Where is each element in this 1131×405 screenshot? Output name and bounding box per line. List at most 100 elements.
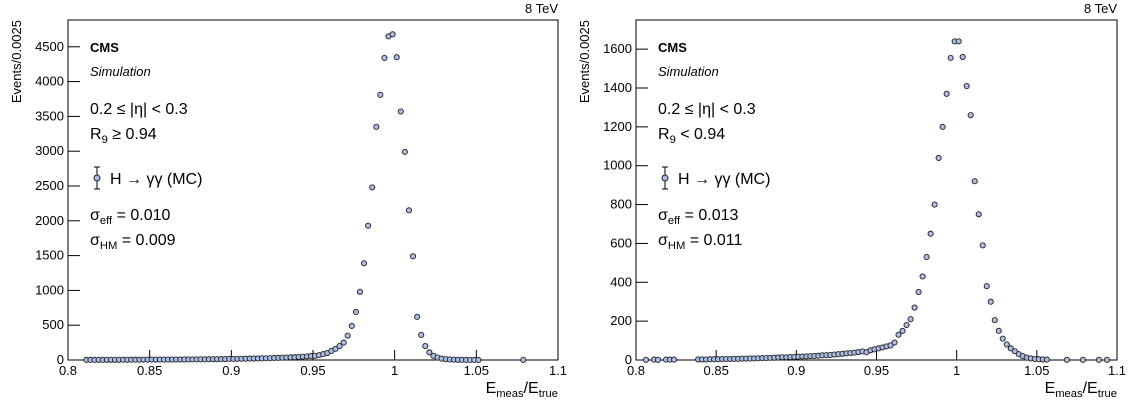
data-point (369, 184, 376, 191)
text-segment: 9 (102, 134, 108, 146)
y-tick-label: 1200 (603, 119, 632, 134)
data-point (401, 148, 408, 155)
text-segment: true (539, 388, 558, 400)
x-tick-label: 0.8 (627, 363, 645, 378)
y-tick-label: 4000 (35, 74, 64, 89)
text-segment: HM (668, 240, 685, 252)
data-point (642, 356, 650, 363)
data-point (352, 308, 359, 316)
x-tick-label: 0.9 (222, 363, 240, 378)
data-point (422, 343, 429, 350)
x-tick-label: 0.8 (59, 363, 77, 378)
data-point (891, 339, 898, 346)
annotation: σHM = 0.011 (658, 232, 742, 252)
data-point (365, 222, 372, 229)
y-tick-label: 3500 (35, 108, 64, 123)
data-point (927, 230, 934, 237)
x-tick-label: 1.1 (1108, 363, 1126, 378)
y-tick-label: 600 (610, 235, 632, 250)
text-segment: eff (100, 215, 113, 227)
y-tick-label: 400 (610, 274, 632, 289)
data-point (915, 288, 922, 296)
text-segment: σ (658, 207, 668, 224)
energy-label: 8 TeV (1084, 1, 1117, 16)
data-point (983, 283, 990, 290)
annotation: R9 < 0.94 (658, 126, 725, 146)
text-segment: = 0.013 (680, 207, 738, 224)
data-point (389, 31, 396, 38)
data-point (332, 345, 339, 352)
experiment-label: CMS (90, 40, 119, 55)
data-point (409, 253, 417, 260)
data-point (426, 349, 433, 356)
data-point (1095, 356, 1103, 363)
data-point (393, 54, 400, 61)
data-point (373, 123, 380, 130)
data-point (963, 83, 970, 90)
data-point (995, 327, 1002, 334)
annotation: σeff = 0.013 (658, 207, 739, 227)
data-point (1063, 356, 1070, 363)
y-tick-label: 1400 (603, 80, 632, 95)
data-point (975, 211, 982, 218)
y-tick-label: 4500 (35, 39, 64, 54)
x-tick-label: 1 (953, 363, 960, 378)
data-point (987, 298, 994, 305)
x-axis-label: Emeas/Etrue (1045, 380, 1117, 400)
data-point (414, 313, 421, 320)
data-point (340, 339, 347, 346)
data-point (923, 253, 930, 261)
data-point (520, 356, 527, 363)
y-axis-label: Events/0.0025 (9, 20, 24, 103)
data-point (1079, 356, 1086, 363)
data-point (979, 242, 986, 249)
text-segment: σ (658, 232, 668, 249)
data-point (418, 331, 425, 338)
x-axis-label: Emeas/Etrue (486, 380, 558, 400)
data-point (397, 108, 404, 115)
x-tick-label: 1.1 (549, 363, 567, 378)
y-tick-label: 1500 (35, 248, 64, 263)
text-segment: σ (90, 232, 100, 249)
text-segment: < 0.94 (676, 126, 725, 143)
data-point (991, 317, 998, 324)
status-label: Simulation (658, 64, 719, 79)
data-point (911, 304, 918, 311)
annotation: R9 ≥ 0.94 (90, 126, 157, 146)
y-tick-label: 3000 (35, 143, 64, 158)
text-segment: eff (668, 215, 681, 227)
y-tick-label: 1000 (35, 282, 64, 297)
data-point (475, 356, 482, 363)
text-segment: 9 (670, 134, 676, 146)
data-point (654, 356, 662, 363)
text-segment: = 0.010 (112, 207, 170, 224)
x-tick-label: 0.95 (300, 363, 325, 378)
x-tick-label: 0.85 (137, 363, 162, 378)
y-tick-label: 1600 (603, 41, 632, 56)
status-label: Simulation (90, 64, 151, 79)
x-tick-label: 0.9 (787, 363, 805, 378)
text-segment: HM (100, 240, 117, 252)
data-point (935, 154, 942, 161)
x-tick-label: 1.05 (1024, 363, 1049, 378)
text-segment: R (90, 126, 102, 143)
data-point (344, 332, 351, 339)
y-tick-label: 2500 (35, 178, 64, 193)
data-point (377, 91, 384, 98)
data-point (931, 201, 938, 208)
y-tick-label: 1000 (603, 158, 632, 173)
y-tick-label: 200 (610, 313, 632, 328)
text-segment: true (1098, 388, 1117, 400)
text-segment: E (1045, 380, 1056, 397)
text-segment: = 0.009 (117, 232, 175, 249)
annotation: 0.2 ≤ |η| < 0.3 (90, 101, 188, 118)
y-tick-label: 2000 (35, 213, 64, 228)
data-point (360, 260, 368, 267)
data-point (947, 54, 954, 61)
x-tick-label: 1.05 (464, 363, 489, 378)
data-point (971, 178, 978, 185)
legend-marker (93, 174, 101, 182)
data-point (895, 331, 902, 338)
data-point (1007, 345, 1014, 352)
data-point (943, 90, 950, 97)
